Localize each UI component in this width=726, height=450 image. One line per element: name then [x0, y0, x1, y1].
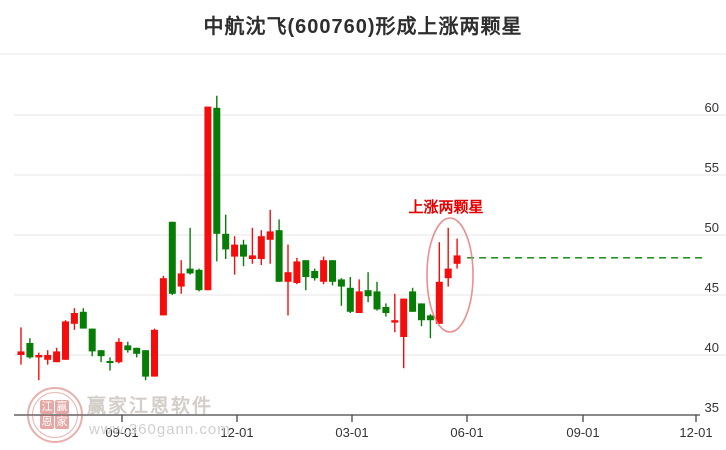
candle-body: [151, 329, 158, 377]
candle-body: [79, 311, 87, 329]
candle-body: [133, 347, 141, 354]
candle-body: [284, 272, 292, 282]
y-tick-label: 50: [705, 220, 719, 235]
y-tick-label: 45: [705, 280, 719, 295]
candle-body: [231, 244, 239, 257]
candle-body: [35, 355, 43, 358]
x-tick-label: 09-01: [566, 425, 599, 440]
candle-body: [248, 255, 256, 259]
candle-body: [382, 307, 390, 313]
x-tick-label: 09-01: [105, 425, 138, 440]
candle-body: [409, 291, 417, 312]
candle-body: [142, 350, 150, 377]
candle-body: [266, 231, 274, 240]
x-tick-label: 03-01: [335, 425, 368, 440]
candle-body: [240, 244, 247, 257]
pattern-annotation-label: 上涨两颗星: [408, 199, 483, 216]
candle-body: [391, 320, 399, 323]
candle-body: [168, 221, 176, 294]
candle-body: [26, 343, 34, 358]
candle-body: [444, 268, 452, 279]
x-tick-label: 06-01: [450, 425, 483, 440]
y-tick-label: 60: [705, 100, 719, 115]
candle-body: [293, 261, 301, 283]
candle-body: [337, 279, 345, 287]
candle-body: [53, 351, 61, 363]
candle-body: [329, 260, 336, 282]
candle-body: [106, 361, 114, 363]
y-tick-label: 35: [705, 400, 719, 415]
chart-title: 中航沈飞(600760)形成上涨两颗星: [203, 16, 523, 38]
candle-body: [204, 106, 212, 291]
candle-body: [124, 345, 132, 351]
candle-body: [44, 355, 52, 360]
candle-body: [115, 341, 123, 363]
candle-body: [195, 269, 203, 291]
candle-body: [364, 290, 372, 297]
candle-body: [426, 315, 434, 321]
candle-body: [275, 230, 283, 282]
candle-body: [177, 273, 185, 287]
candle-body: [400, 298, 408, 337]
candle-body: [418, 303, 425, 321]
candle-body: [222, 233, 230, 250]
candle-body: [257, 236, 265, 259]
x-tick-label: 12-01: [679, 425, 712, 440]
candle-body: [62, 321, 69, 360]
candle-body: [302, 260, 310, 277]
candle-body: [346, 287, 354, 312]
candle-body: [88, 328, 96, 352]
candle-body: [320, 260, 328, 282]
candle-body: [97, 350, 105, 357]
candle-body: [213, 107, 221, 234]
y-tick-label: 40: [705, 340, 719, 355]
pattern-highlight-ellipse: [426, 217, 474, 333]
candle-body: [70, 313, 78, 324]
candle-body: [373, 291, 381, 310]
y-tick-label: 55: [705, 160, 719, 175]
candle-body: [186, 268, 194, 274]
x-tick-label: 12-01: [220, 425, 253, 440]
candle-body: [159, 278, 167, 316]
candle-body: [311, 271, 319, 279]
candle-body: [355, 291, 363, 313]
candle-body: [17, 351, 25, 355]
candle-body: [435, 281, 443, 324]
candle-body: [453, 255, 461, 264]
